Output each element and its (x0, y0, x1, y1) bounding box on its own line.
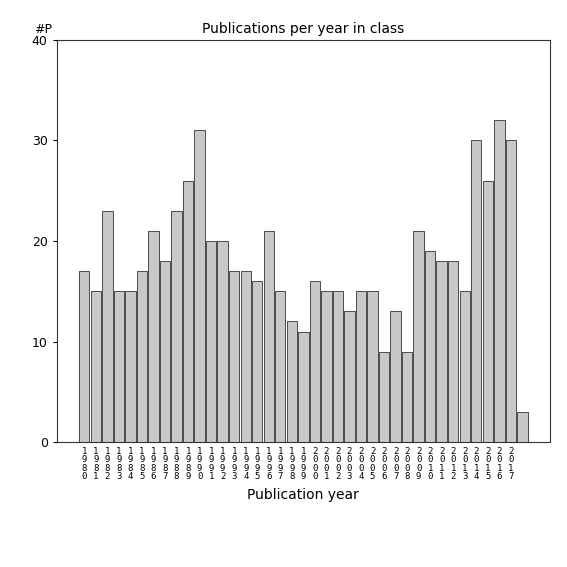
Bar (321, 291, 332, 442)
Bar (264, 231, 274, 442)
Bar (114, 291, 124, 442)
Bar (344, 311, 354, 442)
Bar (517, 412, 527, 442)
Text: #P: #P (34, 23, 52, 36)
Bar (471, 141, 481, 442)
Bar (413, 231, 424, 442)
Bar (79, 271, 90, 442)
Bar (402, 352, 412, 442)
Bar (252, 281, 263, 442)
Bar (275, 291, 285, 442)
Bar (391, 311, 401, 442)
Bar (298, 332, 308, 442)
X-axis label: Publication year: Publication year (247, 488, 359, 502)
Bar (437, 261, 447, 442)
Bar (102, 211, 113, 442)
Bar (125, 291, 136, 442)
Bar (379, 352, 389, 442)
Bar (240, 271, 251, 442)
Bar (333, 291, 343, 442)
Bar (160, 261, 170, 442)
Bar (218, 241, 228, 442)
Bar (206, 241, 216, 442)
Bar (448, 261, 458, 442)
Bar (194, 130, 205, 442)
Bar (367, 291, 378, 442)
Bar (310, 281, 320, 442)
Bar (425, 251, 435, 442)
Bar (137, 271, 147, 442)
Bar (149, 231, 159, 442)
Bar (483, 180, 493, 442)
Bar (506, 141, 516, 442)
Bar (459, 291, 470, 442)
Bar (91, 291, 101, 442)
Bar (171, 211, 181, 442)
Bar (183, 180, 193, 442)
Bar (287, 321, 297, 442)
Bar (356, 291, 366, 442)
Title: Publications per year in class: Publications per year in class (202, 22, 404, 36)
Bar (494, 120, 505, 442)
Bar (229, 271, 239, 442)
